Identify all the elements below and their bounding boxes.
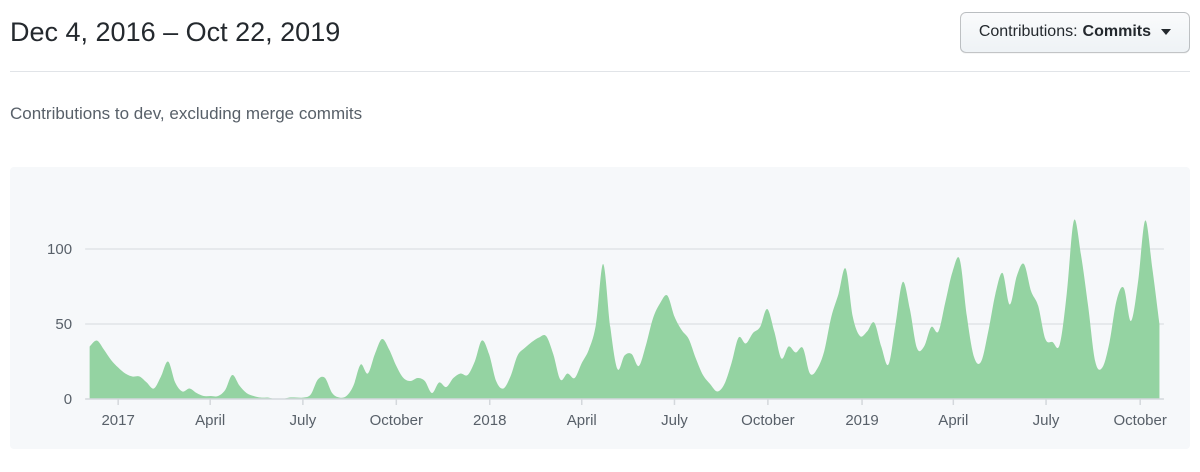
filter-label: Contributions:: [978, 23, 1078, 40]
contributions-graph-card: 0 50 100 2017 April July October 2018 April July O…: [10, 167, 1190, 449]
x-axis-label-October: October: [370, 412, 423, 429]
contributions-area-chart[interactable]: 0 50 100 2017 April July October 2018 April July O…: [10, 167, 1190, 449]
x-axis-label-July: July: [1033, 412, 1060, 429]
x-axis-label-April: April: [938, 412, 968, 429]
x-axis-label-2019: 2019: [845, 412, 878, 429]
x-axis-label-2017: 2017: [101, 412, 134, 429]
y-axis-label-50: 50: [55, 316, 72, 333]
header-divider: [10, 71, 1190, 72]
x-axis-label-April: April: [195, 412, 225, 429]
chart-subtitle: Contributions to dev, excluding merge co…: [10, 104, 363, 123]
x-axis-label-2018: 2018: [473, 412, 506, 429]
x-axis-label-April: April: [567, 412, 597, 429]
filter-value: Commits: [1082, 23, 1151, 40]
y-axis-label-100: 100: [47, 241, 72, 258]
header: Dec 4, 2016 – Oct 22, 2019 Contributions…: [10, 0, 1190, 54]
page-title: Dec 4, 2016 – Oct 22, 2019: [10, 17, 341, 47]
x-axis-label-October: October: [741, 412, 794, 429]
x-axis-label-July: July: [661, 412, 688, 429]
contributions-filter-button[interactable]: Contributions: Commits: [959, 11, 1190, 53]
x-axis-label-July: July: [290, 412, 317, 429]
x-axis-label-October: October: [1113, 412, 1166, 429]
dropdown-caret-icon: [1161, 29, 1171, 35]
commits-area-series: [89, 219, 1160, 399]
y-axis-label-0: 0: [64, 391, 72, 408]
contributions-page: Dec 4, 2016 – Oct 22, 2019 Contributions…: [10, 0, 1190, 449]
